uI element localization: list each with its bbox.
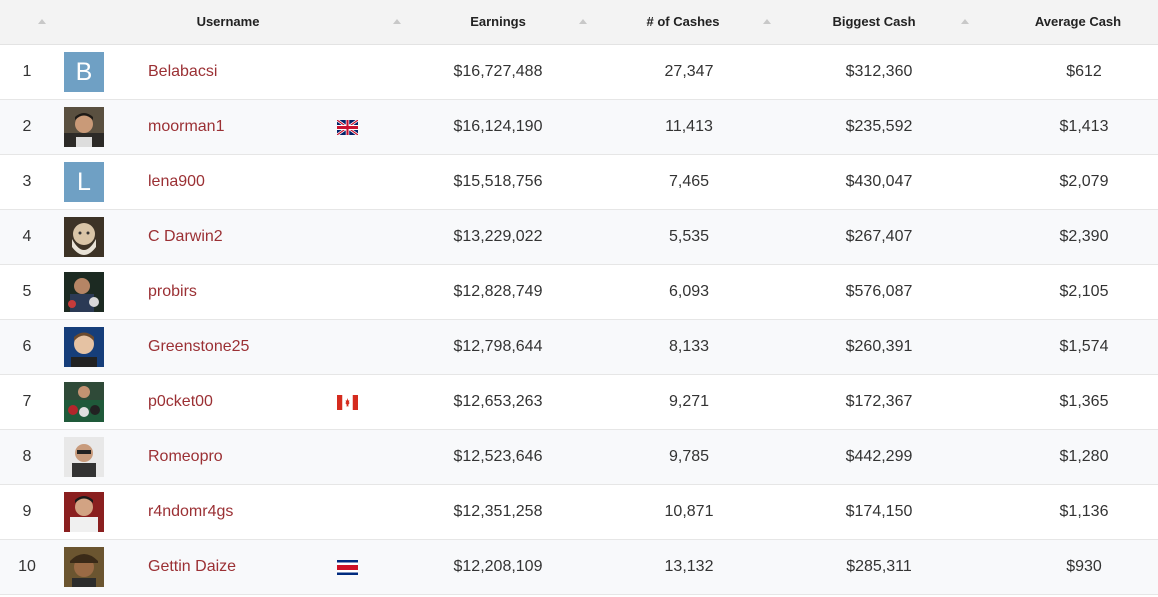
avatar[interactable] [64, 492, 104, 532]
earnings-value: $12,798,644 [453, 338, 543, 355]
username-link[interactable]: C Darwin2 [148, 228, 223, 245]
biggest-cash-value: $312,360 [845, 63, 913, 80]
username-link[interactable]: Belabacsi [148, 63, 218, 80]
uk-flag-icon [336, 118, 359, 137]
average-cash-value: $1,280 [1059, 448, 1109, 465]
average-cash-value: $1,136 [1059, 503, 1109, 520]
username-link[interactable]: lena900 [148, 173, 205, 190]
sort-earnings-icon[interactable] [579, 19, 587, 24]
rank: 8 [22, 448, 32, 465]
average-cash-value: $2,105 [1059, 283, 1109, 300]
header-average-cash[interactable]: Average Cash [1034, 14, 1122, 29]
avatar[interactable] [64, 217, 104, 257]
table-row: 7 p0cket00 $12,653,263 9,271 $172,367 $1,365 [0, 375, 1158, 430]
earnings-value: $13,229,022 [453, 228, 543, 245]
avatar[interactable] [64, 382, 104, 422]
cashes-value: 13,132 [664, 558, 714, 575]
average-cash-value: $1,574 [1059, 338, 1109, 355]
table-row: 4 C Darwin2 $13,229,022 5,535 $267,407 $2,390 [0, 210, 1158, 265]
sort-username-icon[interactable] [393, 19, 401, 24]
table-row: 10 Gettin Daize $12,208,109 13,132 $285,311 $… [0, 540, 1158, 595]
rank: 2 [22, 118, 32, 135]
header-cashes[interactable]: # of Cashes [646, 14, 720, 29]
costa-rica-flag-icon [337, 560, 358, 575]
biggest-cash-value: $260,391 [845, 338, 913, 355]
table-row: 2 moorman1 $16,124,190 11,413 $235,592 $1,413 [0, 100, 1158, 155]
avatar[interactable] [64, 107, 104, 147]
table-row: 1 B Belabacsi $16,727,488 27,347 $312,360 $612 [0, 45, 1158, 100]
average-cash-value: $930 [1066, 558, 1102, 575]
table-header: Username Earnings # of Cashes Biggest Ca… [0, 0, 1158, 45]
header-biggest-cash[interactable]: Biggest Cash [832, 14, 916, 29]
username-link[interactable]: r4ndomr4gs [148, 503, 234, 520]
rank: 4 [22, 228, 32, 245]
cashes-value: 11,413 [665, 118, 713, 135]
username-link[interactable]: Greenstone25 [148, 338, 250, 355]
biggest-cash-value: $172,367 [845, 393, 913, 410]
cashes-value: 9,785 [668, 448, 710, 465]
earnings-value: $12,208,109 [453, 558, 543, 575]
rank: 5 [22, 283, 32, 300]
earnings-value: $15,518,756 [453, 173, 543, 190]
rank: 7 [22, 393, 32, 410]
cashes-value: 5,535 [668, 228, 710, 245]
cashes-value: 6,093 [668, 283, 710, 300]
username-link[interactable]: probirs [148, 283, 197, 300]
average-cash-value: $1,365 [1059, 393, 1109, 410]
biggest-cash-value: $235,592 [845, 118, 913, 135]
earnings-value: $16,124,190 [453, 118, 543, 135]
letter-avatar: L [64, 162, 104, 202]
avatar[interactable]: B [64, 52, 104, 92]
table-row: 9 r4ndomr4gs $12,351,258 10,871 $174,150 $1,1… [0, 485, 1158, 540]
avatar[interactable] [64, 437, 104, 477]
average-cash-value: $612 [1066, 63, 1102, 80]
cashes-value: 8,133 [668, 338, 710, 355]
header-earnings[interactable]: Earnings [470, 14, 526, 29]
earnings-value: $16,727,488 [453, 63, 543, 80]
sort-biggest-cash-icon[interactable] [961, 19, 969, 24]
rank: 1 [22, 63, 32, 80]
avatar[interactable] [64, 327, 104, 367]
rank: 6 [22, 338, 32, 355]
earnings-value: $12,523,646 [453, 448, 543, 465]
average-cash-value: $1,413 [1059, 118, 1109, 135]
biggest-cash-value: $174,150 [845, 503, 913, 520]
cashes-value: 10,871 [664, 503, 714, 520]
biggest-cash-value: $430,047 [845, 173, 913, 190]
avatar[interactable] [64, 547, 104, 587]
avatar[interactable]: L [64, 162, 104, 202]
table-row: 8 Romeopro $12,523,646 9,785 $442,299 $1,280 [0, 430, 1158, 485]
table-row: 5 probirs $12,828,749 6,093 $576,087 $2,105 [0, 265, 1158, 320]
cashes-value: 27,347 [664, 63, 714, 80]
letter-avatar: B [64, 52, 104, 92]
cashes-value: 7,465 [668, 173, 710, 190]
header-username[interactable]: Username [196, 14, 260, 29]
rank: 10 [18, 558, 36, 575]
canada-flag-icon [337, 395, 358, 410]
table-row: 6 Greenstone25 $12,798,644 8,133 $260,391 $1,… [0, 320, 1158, 375]
sort-cashes-icon[interactable] [763, 19, 771, 24]
username-link[interactable]: moorman1 [148, 118, 225, 135]
average-cash-value: $2,390 [1059, 228, 1109, 245]
earnings-value: $12,828,749 [453, 283, 543, 300]
cashes-value: 9,271 [668, 393, 710, 410]
average-cash-value: $2,079 [1059, 173, 1109, 190]
earnings-value: $12,653,263 [453, 393, 543, 410]
table-body: 1 B Belabacsi $16,727,488 27,347 $312,360 $612… [0, 45, 1158, 595]
biggest-cash-value: $442,299 [845, 448, 913, 465]
earnings-value: $12,351,258 [453, 503, 543, 520]
avatar[interactable] [64, 272, 104, 312]
sort-rank-icon[interactable] [38, 19, 46, 24]
biggest-cash-value: $267,407 [845, 228, 913, 245]
biggest-cash-value: $285,311 [846, 558, 912, 575]
rank: 9 [22, 503, 32, 520]
username-link[interactable]: p0cket00 [148, 393, 213, 410]
rank: 3 [22, 173, 32, 190]
username-link[interactable]: Gettin Daize [148, 558, 237, 575]
username-link[interactable]: Romeopro [148, 448, 223, 465]
biggest-cash-value: $576,087 [845, 283, 913, 300]
